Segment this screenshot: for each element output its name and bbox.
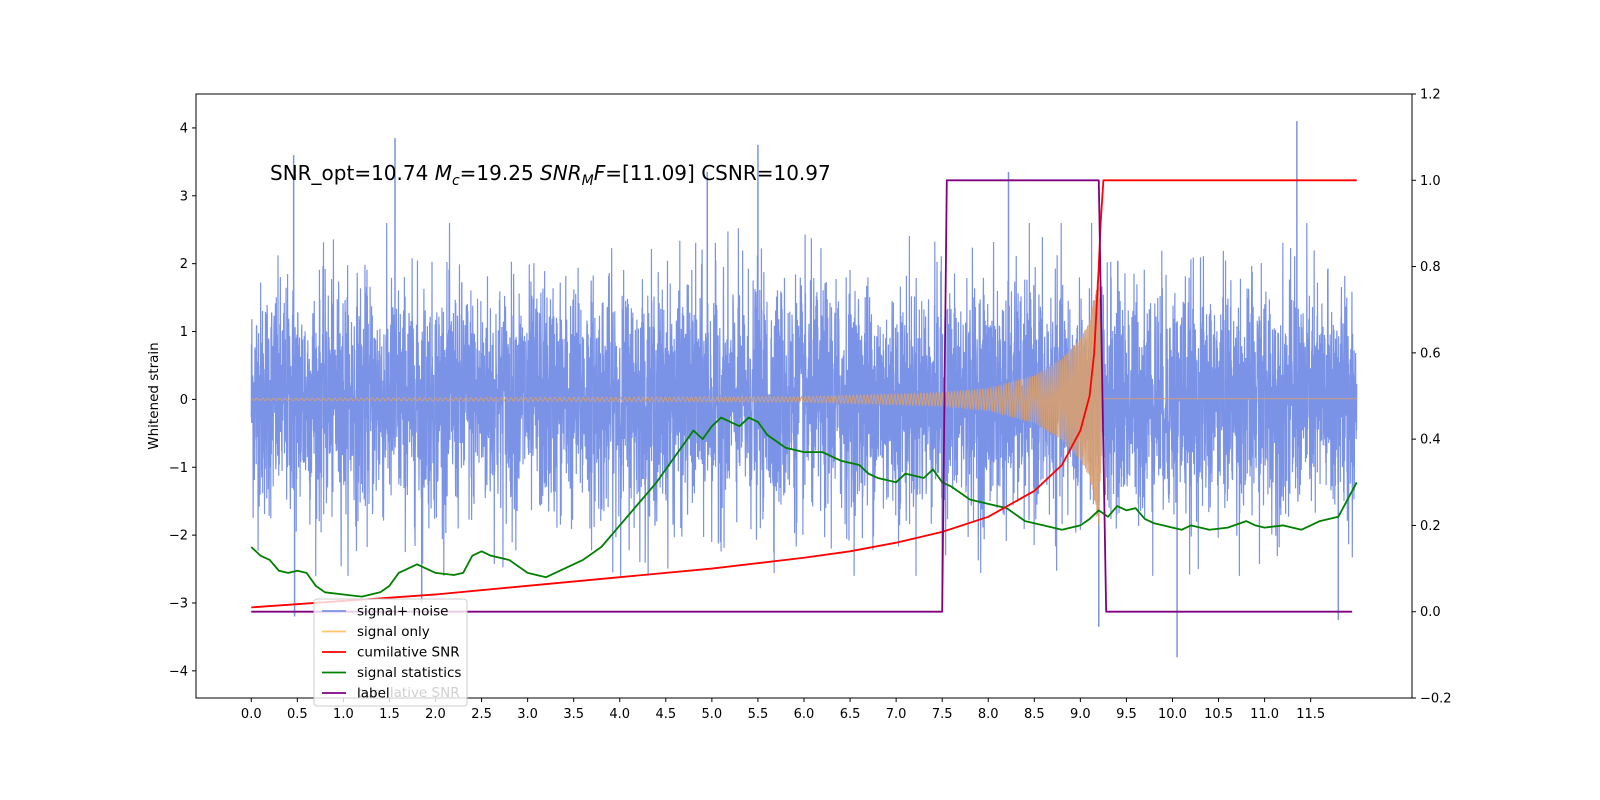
x-tick-label: 1.5 <box>379 707 400 722</box>
y2-tick-label: 0.4 <box>1420 433 1441 448</box>
x-tick-label: 6.5 <box>840 707 861 722</box>
legend-ghost-text: cumilative SNR <box>357 685 460 701</box>
x-tick-label: 0.0 <box>241 707 262 722</box>
y-axis-left: 4 3 2 1 0 −1 −2 −3 −4 <box>169 121 196 679</box>
x-tick-label: 4.0 <box>609 707 630 722</box>
y-tick-label: −3 <box>169 596 188 611</box>
x-tick-label: 7.5 <box>932 707 953 722</box>
legend-entries: signal+ noise signal only cumilative SNR si… <box>322 604 461 702</box>
y2-tick-label: 0.2 <box>1420 519 1441 534</box>
legend-label: signal statistics <box>357 665 461 681</box>
y-tick-label: 0 <box>180 393 188 408</box>
cumilative-snr-line <box>251 179 1357 609</box>
x-tick-label: 10.0 <box>1158 707 1187 722</box>
snr-annotation: SNR_opt=10.74 Mc=19.25 SNRMF=[11.09] CSN… <box>270 161 831 189</box>
y2-tick-label: 0.8 <box>1420 260 1441 275</box>
y-tick-label: 4 <box>180 121 188 136</box>
legend-label: signal only <box>357 624 430 640</box>
y-tick-label: 3 <box>180 189 188 204</box>
legend-box <box>313 598 468 707</box>
series-layer <box>250 121 1358 658</box>
y-axis-label: Whitened strain <box>146 342 162 449</box>
x-tick-label: 3.0 <box>517 707 538 722</box>
x-tick-label: 5.5 <box>748 707 769 722</box>
signal-only-line <box>251 275 1357 525</box>
x-tick-label: 9.5 <box>1116 707 1137 722</box>
label-line <box>251 179 1353 613</box>
x-tick-label: 2.5 <box>471 707 492 722</box>
y-axis-right: 1.2 1.0 0.8 0.6 0.4 0.2 0.0 −0.2 <box>1412 88 1452 707</box>
x-tick-label: 4.5 <box>655 707 676 722</box>
signal-statistics-line <box>250 416 1358 598</box>
x-tick-label: 7.0 <box>886 707 907 722</box>
y-tick-label: −2 <box>169 529 188 544</box>
y2-tick-label: 0.0 <box>1420 605 1441 620</box>
x-tick-label: 0.5 <box>287 707 308 722</box>
y2-tick-label: 0.6 <box>1420 346 1441 361</box>
legend-label: label <box>357 686 390 702</box>
x-tick-label: 1.0 <box>333 707 354 722</box>
x-tick-label: 5.0 <box>702 707 723 722</box>
x-tick-label: 8.5 <box>1024 707 1045 722</box>
y-tick-label: 2 <box>180 257 188 272</box>
legend: cumilative SNR signal+ noise signal only c… <box>313 598 468 707</box>
x-tick-label: 3.5 <box>563 707 584 722</box>
y-tick-label: 1 <box>180 325 188 340</box>
legend-label: signal+ noise <box>357 604 448 620</box>
x-tick-label: 11.5 <box>1296 707 1325 722</box>
x-tick-label: 2.0 <box>425 707 446 722</box>
y-tick-label: −1 <box>169 461 188 476</box>
x-tick-label: 6.0 <box>794 707 815 722</box>
y2-tick-label: −0.2 <box>1420 692 1452 707</box>
x-tick-label: 9.0 <box>1070 707 1091 722</box>
y2-tick-label: 1.2 <box>1420 88 1441 103</box>
x-axis: 0.0 0.5 1.0 1.5 2.0 2.5 3.0 3.5 4.0 4.5 5.0 5.5 6.0 6… <box>241 698 1325 722</box>
x-tick-label: 10.5 <box>1204 707 1233 722</box>
y2-tick-label: 1.0 <box>1420 174 1441 189</box>
x-tick-label: 11.0 <box>1250 707 1279 722</box>
signal-noise-line <box>250 222 1358 576</box>
y-tick-label: −4 <box>169 664 188 679</box>
legend-label: cumilative SNR <box>357 645 460 661</box>
x-tick-label: 8.0 <box>978 707 999 722</box>
